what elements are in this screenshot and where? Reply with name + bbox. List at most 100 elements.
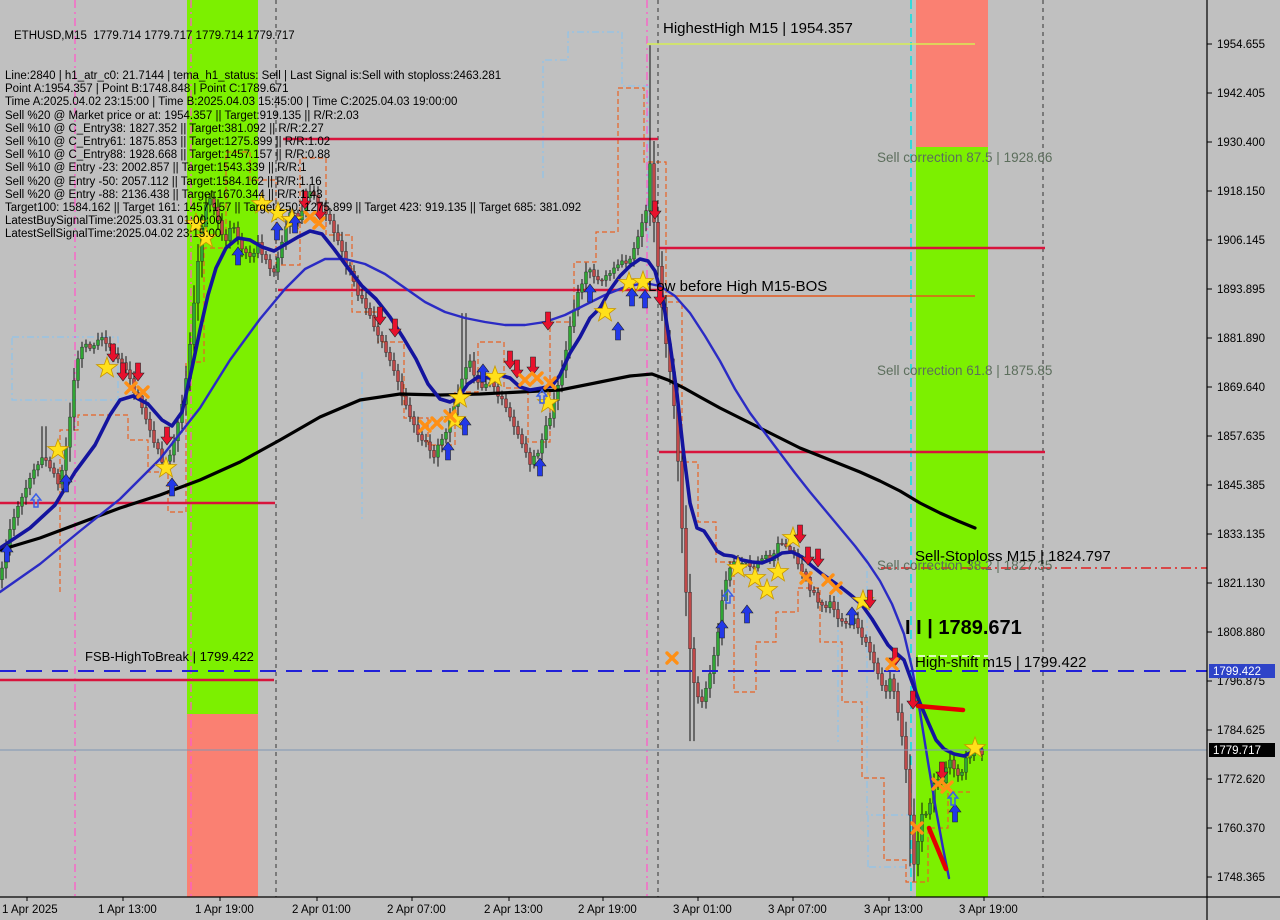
annotation-label[interactable]: Sell correction 87.5 | 1928.66 — [877, 150, 1052, 165]
price-tick-label: 1833.135 — [1217, 529, 1265, 541]
ma-slow-blue — [0, 257, 951, 880]
annotation-label[interactable]: I I | 1789.671 — [905, 617, 1022, 639]
star-signal-icon — [631, 269, 655, 292]
price-axis[interactable]: 1954.655 1942.405 1930.400 1918.150 1906.145… — [1207, 39, 1275, 884]
price-tick-label: 1808.880 — [1217, 627, 1265, 639]
buy-arrow-icon — [740, 604, 754, 624]
sell-arrow-icon — [116, 362, 130, 382]
star-signal-icon — [184, 211, 208, 234]
svg-text:1779.717: 1779.717 — [1213, 745, 1261, 757]
price-tick-label: 1930.400 — [1217, 137, 1265, 149]
price-tick-label: 1954.655 — [1217, 39, 1265, 51]
star-signal-icon — [726, 555, 750, 578]
signal-markers — [0, 190, 987, 835]
star-signal-icon — [266, 200, 290, 223]
chart-annotations[interactable]: HighestHigh M15 | 1954.357 Low before Hig… — [85, 20, 1111, 671]
price-tick-label: 1942.405 — [1217, 88, 1265, 100]
sell-arrow-icon — [106, 343, 120, 363]
sell-arrow-icon — [160, 426, 174, 446]
sell-arrow-icon — [373, 306, 387, 326]
buy-arrow-icon — [715, 619, 729, 639]
annotation-label[interactable]: HighestHigh M15 | 1954.357 — [663, 20, 853, 37]
time-tick-label: 3 Apr 13:00 — [864, 904, 923, 916]
sell-arrow-icon — [888, 647, 902, 667]
svg-text:1799.422: 1799.422 — [1213, 666, 1261, 678]
ma-fast-navy — [0, 229, 983, 758]
buy-arrow-icon — [59, 473, 73, 493]
sell-arrow-icon — [906, 690, 920, 710]
vertical-lines — [74, 0, 1044, 897]
price-marker-label — [1209, 743, 1275, 757]
sell-arrow-icon — [388, 318, 402, 338]
star-signal-icon — [95, 355, 119, 378]
sell-arrow-icon — [313, 201, 327, 221]
time-axis[interactable]: 1 Apr 2025 1 Apr 13:00 1 Apr 19:00 2 Apr 01… — [2, 897, 1018, 916]
buy-arrow-icon — [845, 606, 859, 626]
sell-arrow-icon — [503, 350, 517, 370]
annotation-label[interactable]: High-shift m15 | 1799.422 — [915, 654, 1087, 671]
star-signal-icon — [766, 559, 790, 582]
price-tick-label: 1918.150 — [1217, 186, 1265, 198]
buy-arrow-icon — [0, 543, 14, 563]
sell-arrow-icon — [653, 286, 667, 306]
time-tick-label: 2 Apr 19:00 — [578, 904, 637, 916]
time-tick-label: 1 Apr 13:00 — [98, 904, 157, 916]
annotation-label[interactable]: Sell-Stoploss M15 | 1824.797 — [915, 548, 1111, 565]
annotation-label[interactable]: Sell correction 61.8 | 1875.85 — [877, 363, 1052, 378]
time-tick-label: 1 Apr 19:00 — [195, 904, 254, 916]
hollow-arrow-icon — [946, 790, 960, 806]
ma-trend-black — [0, 372, 977, 552]
star-signal-icon — [593, 299, 617, 322]
price-tick-label: 1796.875 — [1217, 676, 1265, 688]
sell-arrow-icon — [648, 200, 662, 220]
time-tick-label: 1 Apr 2025 — [2, 904, 58, 916]
buy-arrow-icon — [625, 287, 639, 307]
price-tick-label: 1869.640 — [1217, 382, 1265, 394]
price-tick-label: 1845.385 — [1217, 480, 1265, 492]
buy-arrow-icon — [638, 289, 652, 309]
star-signal-icon — [448, 385, 472, 408]
price-tick-label: 1772.620 — [1217, 774, 1265, 786]
red-trend-segments — [915, 703, 966, 872]
buy-arrow-icon — [611, 321, 625, 341]
price-tick-label: 1893.895 — [1217, 284, 1265, 296]
buy-arrow-icon — [270, 221, 284, 241]
hollow-arrow-icon — [29, 492, 43, 508]
annotation-label[interactable]: Low before High M15-BOS — [648, 278, 827, 295]
star-signal-icon — [250, 191, 274, 214]
star-signal-icon — [483, 364, 507, 387]
star-signal-icon — [755, 577, 779, 600]
star-signal-icon — [743, 565, 767, 588]
time-tick-label: 2 Apr 01:00 — [292, 904, 351, 916]
price-tick-label: 1760.370 — [1217, 823, 1265, 835]
buy-arrow-icon — [231, 246, 245, 266]
buy-arrow-icon — [458, 416, 472, 436]
sell-arrow-icon — [801, 546, 815, 566]
star-signal-icon — [154, 455, 178, 478]
price-tick-label: 1821.130 — [1217, 578, 1265, 590]
hollow-arrow-icon — [721, 588, 735, 604]
star-signal-icon — [46, 437, 70, 460]
buy-arrow-icon — [441, 441, 455, 461]
buy-arrow-icon — [583, 283, 597, 303]
buy-arrow-icon — [165, 477, 179, 497]
time-tick-label: 3 Apr 19:00 — [959, 904, 1018, 916]
sell-arrow-icon — [298, 190, 312, 210]
sell-arrow-icon — [863, 589, 877, 609]
sell-arrow-icon — [793, 524, 807, 544]
time-tick-label: 2 Apr 13:00 — [484, 904, 543, 916]
buy-arrow-icon — [288, 214, 302, 234]
session-zones — [187, 0, 988, 897]
annotation-label[interactable]: Sell correction 38.2 | 1827.35 — [877, 558, 1052, 573]
horizontal-levels — [0, 43, 1045, 682]
sell-arrow-icon — [526, 356, 540, 376]
hollow-arrow-icon — [535, 388, 549, 404]
sell-arrow-icon — [935, 761, 949, 781]
sell-arrow-icon — [541, 311, 555, 331]
star-signal-icon — [963, 735, 987, 758]
annotation-label[interactable]: FSB-HighToBreak | 1799.422 — [85, 649, 254, 664]
atr-envelope-line — [59, 87, 970, 883]
price-tick-label: 1881.890 — [1217, 333, 1265, 345]
